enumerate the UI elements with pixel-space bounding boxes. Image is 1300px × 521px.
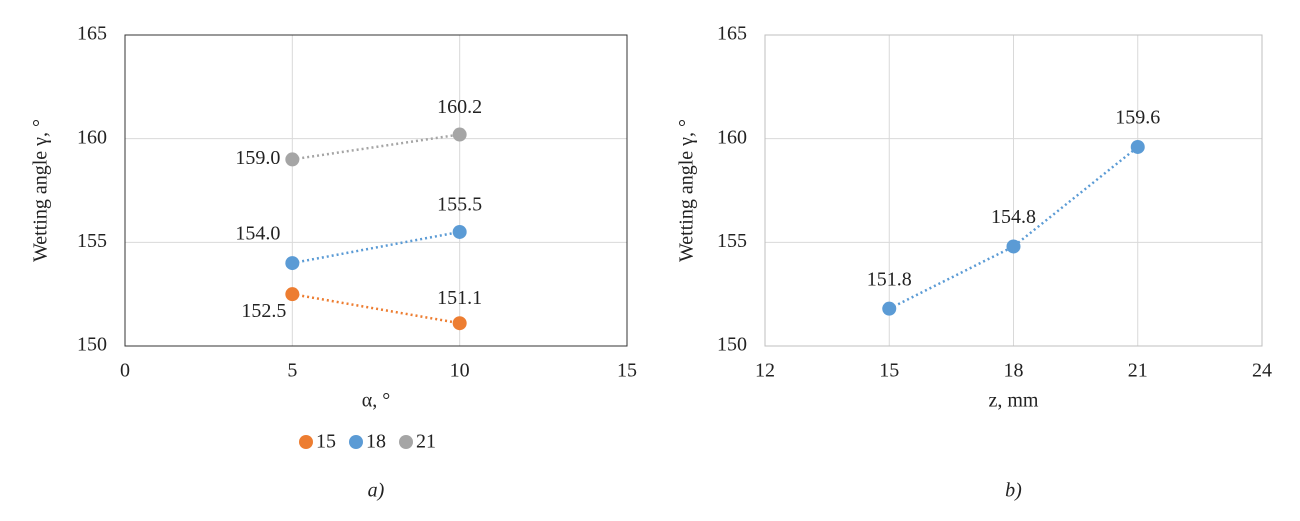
data-label: 159.0: [235, 147, 280, 169]
legend-marker: [349, 435, 363, 449]
legend-marker: [299, 435, 313, 449]
data-label: 151.1: [437, 287, 482, 309]
data-point: [285, 256, 300, 271]
legend-label: 18: [366, 431, 386, 453]
series-line: [888, 145, 1139, 310]
plot-frame: [764, 34, 1263, 347]
y-tick-label: 150: [717, 334, 747, 356]
x-tick-label: 12: [755, 360, 775, 382]
x-tick-label: 15: [617, 360, 637, 382]
legend-label: 21: [416, 431, 436, 453]
data-label: 154.0: [235, 223, 280, 245]
caption: a): [368, 480, 385, 502]
series-line: [292, 133, 460, 161]
y-tick-label: 155: [717, 230, 747, 252]
data-point: [452, 127, 467, 142]
data-label: 151.8: [867, 268, 912, 290]
data-point: [452, 316, 467, 331]
data-label: 152.5: [241, 300, 286, 322]
y-tick-label: 160: [77, 126, 107, 148]
y-tick-label: 150: [77, 334, 107, 356]
x-tick-label: 15: [879, 360, 899, 382]
data-point: [1006, 239, 1021, 254]
x-tick-label: 18: [1004, 360, 1024, 382]
y-tick-label: 165: [77, 23, 107, 45]
x-tick-label: 24: [1252, 360, 1272, 382]
x-axis-label: z, mm: [989, 390, 1039, 412]
caption: b): [1005, 480, 1022, 502]
data-label: 160.2: [437, 96, 482, 118]
y-tick-label: 155: [77, 230, 107, 252]
data-label: 159.6: [1115, 107, 1160, 129]
data-label: 154.8: [991, 206, 1036, 228]
plot-frame: [124, 34, 628, 347]
x-axis-label: α, °: [362, 390, 390, 412]
x-tick-label: 0: [120, 360, 130, 382]
x-tick-label: 21: [1128, 360, 1148, 382]
series-line: [292, 230, 460, 265]
y-axis-label: Wetting angle γ, °: [30, 119, 52, 262]
legend-label: 15: [316, 431, 336, 453]
x-tick-label: 5: [287, 360, 297, 382]
data-point: [452, 224, 467, 239]
data-point: [882, 301, 897, 316]
data-label: 155.5: [437, 194, 482, 216]
y-axis-label: Wetting angle γ, °: [676, 119, 698, 262]
legend-marker: [399, 435, 413, 449]
x-tick-label: 10: [450, 360, 470, 382]
y-tick-label: 160: [717, 126, 747, 148]
data-point: [1130, 139, 1145, 154]
series-line: [292, 292, 460, 325]
y-tick-label: 165: [717, 23, 747, 45]
data-point: [285, 287, 300, 302]
data-point: [285, 152, 300, 167]
